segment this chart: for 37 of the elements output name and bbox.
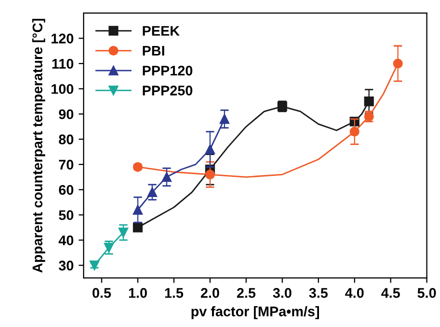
legend-label: PPP120 [142, 66, 192, 76]
x-tick-label: 0.5 [92, 288, 111, 298]
point [393, 58, 403, 68]
x-axis-title: pv factor [MPa•m/s] [192, 306, 319, 320]
point [118, 228, 128, 238]
y-tick-label: 80 [58, 134, 74, 144]
x-tick-label: 4.0 [345, 288, 364, 298]
x-tick-label: 5.0 [418, 288, 436, 298]
y-tick-label: 120 [52, 34, 74, 44]
point [205, 144, 215, 154]
y-tick-label: 30 [58, 260, 74, 271]
y-axis-title: Apparent counterpart temperature [°C] [32, 18, 46, 273]
x-tick-label: 1.5 [165, 288, 184, 298]
y-tick-label: 70 [59, 160, 74, 170]
point [364, 96, 374, 106]
y-tick-label: 90 [58, 109, 74, 120]
point [205, 170, 215, 180]
x-tick-label: 4.5 [381, 288, 400, 298]
y-tick-label: 40 [58, 235, 74, 246]
point [132, 204, 143, 215]
point [132, 222, 143, 232]
y-tick-label: 50 [58, 210, 74, 220]
legend-label: PBI [142, 46, 164, 56]
x-tick-label: 3.5 [309, 288, 328, 298]
legend-label: PPP250 [142, 86, 192, 96]
y-tick-label: 100 [52, 84, 74, 94]
point [350, 126, 360, 137]
x-tick-label: 1.0 [129, 288, 147, 298]
point [147, 187, 158, 198]
legend-label: PEEK [142, 26, 180, 36]
y-tick-label: 110 [52, 58, 74, 69]
x-tick-label: 3.0 [272, 288, 292, 298]
x-tick-label: 2.0 [200, 288, 220, 298]
x-tick-label: 2.5 [236, 288, 256, 298]
point [162, 172, 172, 182]
point [220, 114, 230, 124]
y-tick-label: 60 [58, 184, 74, 195]
